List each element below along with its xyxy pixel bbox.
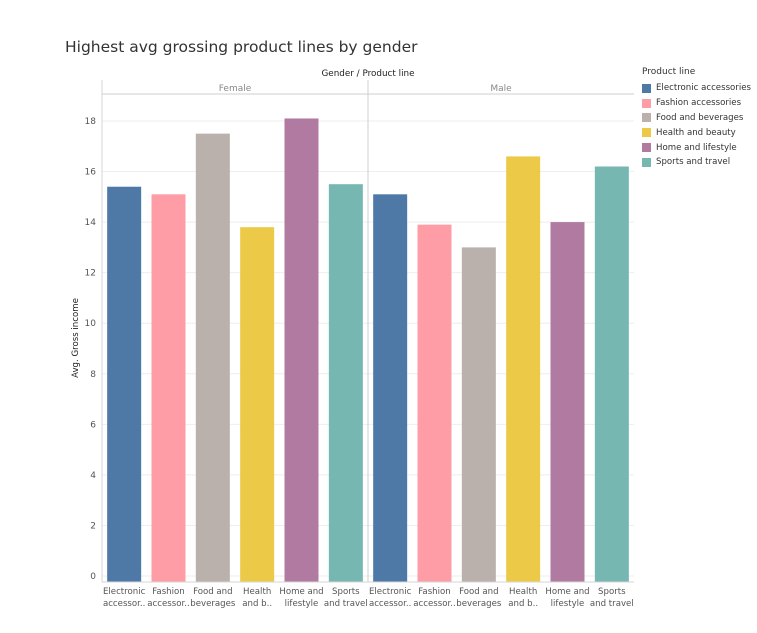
x-tick-label: Sports (332, 587, 360, 597)
bar (195, 133, 230, 582)
legend-item[interactable]: Electronic accessories (642, 81, 754, 96)
bar (417, 224, 452, 582)
x-tick-label: Fashion (418, 587, 450, 597)
x-tick-label: Food and (459, 587, 499, 597)
legend-label: Health and beauty (656, 127, 736, 138)
y-tick-label: 10 (85, 319, 97, 329)
panel-label: Male (490, 84, 512, 94)
bar (550, 222, 585, 582)
y-tick-label: 12 (85, 269, 96, 279)
x-tick-label: lifestyle (551, 599, 585, 609)
x-tick-label: Health (243, 587, 271, 597)
x-tick-label: accessor.. (103, 599, 145, 609)
legend-swatch (642, 128, 651, 138)
legend-swatch (642, 157, 651, 167)
y-tick-label: 6 (90, 420, 96, 430)
legend-item[interactable]: Home and lifestyle (642, 140, 754, 155)
legend-label: Food and beverages (656, 112, 744, 123)
legend-label: Fashion accessories (656, 98, 742, 109)
x-tick-label: Electronic (369, 587, 412, 597)
x-tick-label: lifestyle (285, 599, 319, 609)
x-tick-label: and b.. (242, 599, 272, 609)
bar (461, 247, 496, 582)
x-tick-label: and travel (324, 599, 368, 609)
chart-title: Highest avg grossing product lines by ge… (65, 38, 418, 56)
legend-item[interactable]: Sports and travel (642, 155, 754, 170)
y-tick-label: 18 (85, 117, 97, 127)
bar (506, 156, 541, 582)
legend-item[interactable]: Health and beauty (642, 125, 754, 140)
y-tick-label: 2 (90, 521, 96, 531)
y-tick-label: 4 (90, 471, 96, 481)
x-tick-label: Food and (193, 587, 233, 597)
x-tick-label: Health (509, 587, 537, 597)
chart-plot: Gender / Product line 0 2 4 6 8 10 12 14 16 18 Avg.… (71, 69, 634, 609)
x-tick-label: accessor.. (413, 599, 455, 609)
x-tick-label: Home and (545, 587, 589, 597)
legend-title: Product line (642, 67, 696, 77)
x-tick-label: and travel (590, 599, 634, 609)
x-tick-label: accessor.. (369, 599, 411, 609)
y-tick-label: 0 (90, 572, 96, 582)
x-tick-label: Home and (279, 587, 323, 597)
x-tick-label: beverages (190, 599, 236, 609)
bar (594, 166, 629, 582)
legend-item[interactable]: Food and beverages (642, 111, 754, 126)
legend-label: Electronic accessories (656, 83, 751, 94)
bar (284, 118, 319, 582)
bar (151, 194, 186, 583)
bar (107, 186, 142, 582)
legend-swatch (642, 83, 651, 93)
column-header: Gender / Product line (321, 69, 414, 79)
y-tick-label: 14 (85, 218, 97, 228)
legend-swatch (642, 143, 651, 153)
y-axis-title: Avg. Gross income (71, 298, 81, 378)
legend-swatch (642, 113, 651, 123)
x-tick-label: Fashion (152, 587, 184, 597)
legend-label: Home and lifestyle (656, 142, 737, 153)
x-tick-label: and b.. (508, 599, 538, 609)
x-tick-label: accessor.. (147, 599, 189, 609)
legend-items: Electronic accessories Fashion accessorie… (642, 81, 754, 170)
bar (328, 184, 363, 582)
y-tick-label: 8 (90, 370, 96, 380)
panel-label: Female (219, 84, 252, 94)
legend-item[interactable]: Fashion accessories (642, 96, 754, 111)
bar (240, 227, 275, 582)
legend: Product line Electronic accessories Fashi… (642, 67, 754, 170)
x-tick-label: beverages (456, 599, 502, 609)
y-tick-label: 16 (85, 168, 97, 178)
x-tick-label: Sports (598, 587, 626, 597)
legend-label: Sports and travel (656, 157, 731, 168)
legend-swatch (642, 98, 651, 108)
x-tick-label: Electronic (103, 587, 146, 597)
bar (373, 194, 408, 583)
